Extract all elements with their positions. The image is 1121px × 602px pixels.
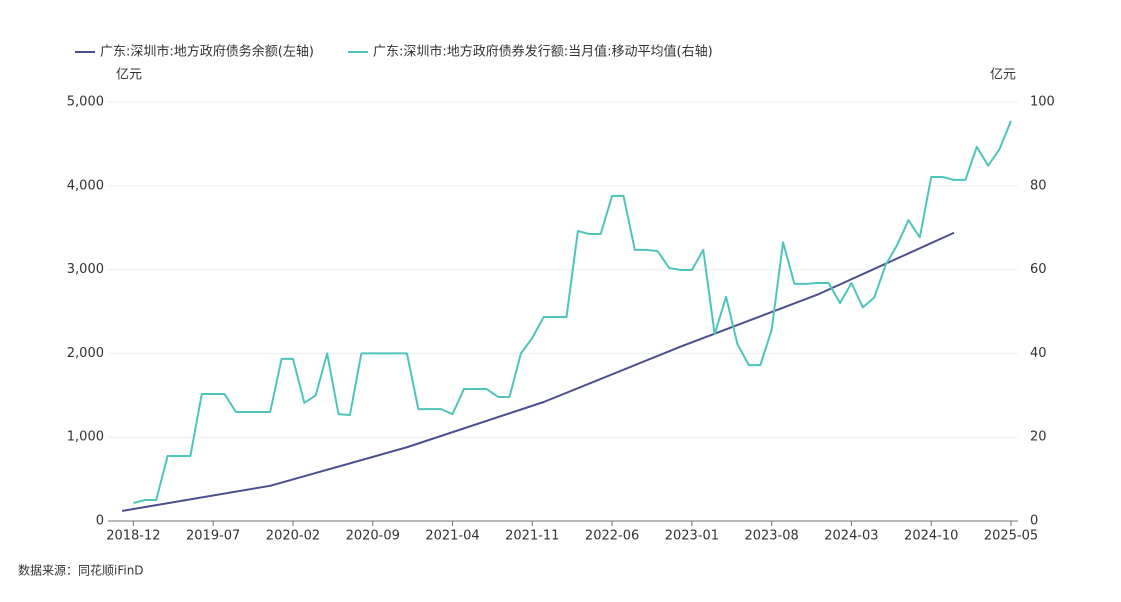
x-tick-label: 2024-10	[904, 529, 958, 544]
y2-tick-label: 0	[1030, 514, 1038, 529]
legend-label[interactable]: 广东:深圳市:地方政府债务余额(左轴)	[100, 44, 314, 60]
y-tick-label: 5,000	[67, 95, 104, 110]
y2-tick-label: 20	[1030, 430, 1047, 445]
x-tick-label: 2018-12	[106, 529, 160, 544]
x-tick-label: 2020-09	[346, 529, 400, 544]
x-tick-label: 2023-01	[665, 529, 719, 544]
y-tick-label: 2,000	[67, 346, 104, 361]
x-tick-label: 2020-02	[266, 529, 320, 544]
y2-tick-label: 60	[1030, 262, 1047, 277]
y-tick-label: 4,000	[67, 178, 104, 193]
y2-tick-label: 80	[1030, 178, 1047, 193]
y2-unit: 亿元	[990, 68, 1016, 83]
x-tick-label: 2021-11	[505, 529, 559, 544]
x-tick-label: 2023-08	[744, 529, 798, 544]
series-line	[121, 231, 955, 512]
x-tick-label: 2021-04	[425, 529, 479, 544]
series-line	[133, 120, 1012, 504]
legend-label[interactable]: 广东:深圳市:地方政府债券发行额:当月值:移动平均值(右轴)	[373, 44, 713, 60]
y2-tick-label: 40	[1030, 346, 1047, 361]
x-tick-label: 2024-03	[824, 529, 878, 544]
y-tick-label: 0	[96, 514, 104, 529]
y-unit: 亿元	[116, 68, 142, 83]
x-tick-label: 2022-06	[585, 529, 639, 544]
y-tick-label: 1,000	[67, 430, 104, 445]
x-tick-label: 2019-07	[186, 529, 240, 544]
y2-tick-label: 100	[1030, 95, 1055, 110]
y-tick-label: 3,000	[67, 262, 104, 277]
x-tick-label: 2025-05	[984, 529, 1038, 544]
source-note: 数据来源：同花顺iFinD	[18, 563, 144, 578]
